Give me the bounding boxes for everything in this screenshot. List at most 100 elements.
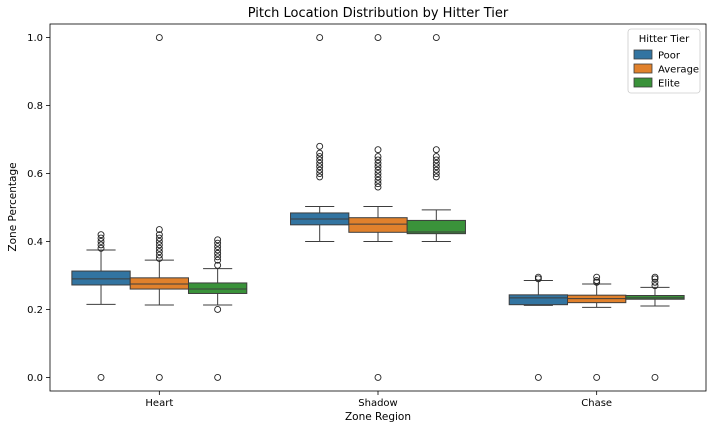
- outlier-point: [155, 34, 163, 42]
- outlier-point: [97, 241, 105, 249]
- outlier-point: [155, 244, 163, 252]
- legend-label-poor: Poor: [658, 51, 681, 62]
- outlier-point: [432, 159, 440, 167]
- legend-swatch-elite: [633, 77, 653, 88]
- outlier-point: [316, 156, 324, 164]
- legend: Hitter Tier Poor Average Elite: [627, 28, 701, 94]
- box-iqr: [508, 294, 569, 306]
- outlier-point: [432, 166, 440, 174]
- outlier-point: [214, 246, 222, 254]
- y-tick-label: 1.0: [27, 33, 43, 44]
- outlier-point: [316, 163, 324, 171]
- outlier-point: [374, 159, 382, 167]
- outlier-point: [374, 180, 382, 188]
- outlier-point: [155, 234, 163, 242]
- outlier-point: [651, 278, 659, 286]
- y-tick-label: 0.2: [27, 305, 43, 316]
- outlier-point: [155, 373, 163, 381]
- outlier-point: [374, 170, 382, 177]
- outlier-point: [374, 163, 382, 171]
- outlier-point: [374, 166, 382, 174]
- outlier-point: [214, 243, 222, 251]
- outlier-point: [432, 163, 440, 171]
- box-average-chase: [567, 273, 627, 381]
- box-iqr: [625, 295, 685, 300]
- outlier-point: [432, 34, 440, 42]
- box-iqr: [187, 282, 248, 294]
- legend-label-elite: Elite: [658, 79, 680, 90]
- box-average-shadow: [348, 34, 408, 381]
- outlier-point: [214, 256, 222, 264]
- outlier-point: [374, 156, 382, 164]
- outlier-point: [97, 244, 105, 252]
- legend-swatch-poor: [633, 49, 653, 60]
- outlier-point: [432, 153, 440, 160]
- box-iqr: [129, 277, 189, 290]
- outlier-point: [593, 277, 601, 285]
- box-poor-chase: [508, 273, 569, 381]
- box-elite-heart: [187, 236, 248, 381]
- outlier-point: [374, 183, 382, 191]
- outlier-point: [155, 226, 163, 234]
- outlier-point: [214, 253, 222, 261]
- outlier-point: [432, 146, 440, 154]
- outlier-point: [316, 166, 324, 174]
- outlier-point: [214, 261, 222, 269]
- box-iqr: [348, 217, 408, 233]
- outlier-point: [316, 153, 324, 160]
- box-poor-heart: [71, 231, 131, 381]
- outlier-point: [374, 146, 382, 154]
- outlier-point: [374, 173, 382, 181]
- outlier-point: [316, 34, 324, 42]
- outlier-point: [155, 251, 163, 259]
- outlier-point: [593, 273, 601, 281]
- outlier-point: [432, 173, 440, 181]
- legend-label-average: Average: [658, 65, 699, 76]
- outlier-point: [651, 373, 659, 381]
- outlier-point: [651, 273, 659, 281]
- outlier-point: [214, 249, 222, 257]
- outlier-point: [97, 373, 105, 381]
- outlier-point: [534, 373, 542, 381]
- outlier-point: [214, 239, 222, 247]
- outlier-point: [316, 149, 324, 157]
- outlier-point: [432, 156, 440, 164]
- outlier-point: [651, 282, 659, 290]
- outlier-point: [432, 170, 440, 177]
- axes-layer: 0.0 0.2 0.4 0.6 0.8 1.0 Heart Shadow Chase: [27, 23, 707, 409]
- outlier-point: [374, 176, 382, 184]
- y-tick-label: 0.6: [27, 169, 43, 180]
- outlier-point: [593, 373, 601, 381]
- outlier-point: [155, 238, 163, 245]
- outlier-point: [316, 170, 324, 177]
- boxes-layer: [71, 34, 685, 381]
- box-iqr: [406, 219, 466, 235]
- x-tick-label: Heart: [145, 398, 173, 409]
- outlier-point: [374, 153, 382, 160]
- outlier-point: [316, 159, 324, 167]
- legend-frame: [627, 28, 701, 94]
- x-tick-label: Chase: [581, 398, 612, 409]
- box-average-heart: [129, 34, 189, 381]
- outlier-point: [155, 255, 163, 262]
- chart-title: Pitch Location Distribution by Hitter Ti…: [248, 6, 509, 21]
- box-poor-shadow: [290, 34, 350, 242]
- box-elite-shadow: [406, 34, 466, 242]
- y-axis-label: Zone Percentage: [7, 162, 19, 251]
- box-iqr: [71, 270, 131, 286]
- y-tick-label: 0.0: [27, 373, 43, 384]
- outlier-point: [316, 173, 324, 181]
- x-tick-label: Shadow: [358, 398, 397, 409]
- outlier-point: [214, 305, 222, 313]
- outlier-point: [214, 373, 222, 381]
- outlier-point: [374, 34, 382, 42]
- outlier-point: [316, 142, 324, 150]
- y-tick-label: 0.8: [27, 101, 43, 112]
- outlier-point: [155, 248, 163, 256]
- outlier-point: [155, 231, 163, 239]
- legend-title: Hitter Tier: [639, 34, 690, 45]
- outlier-point: [374, 373, 382, 381]
- outlier-point: [534, 273, 542, 281]
- outlier-point: [97, 234, 105, 242]
